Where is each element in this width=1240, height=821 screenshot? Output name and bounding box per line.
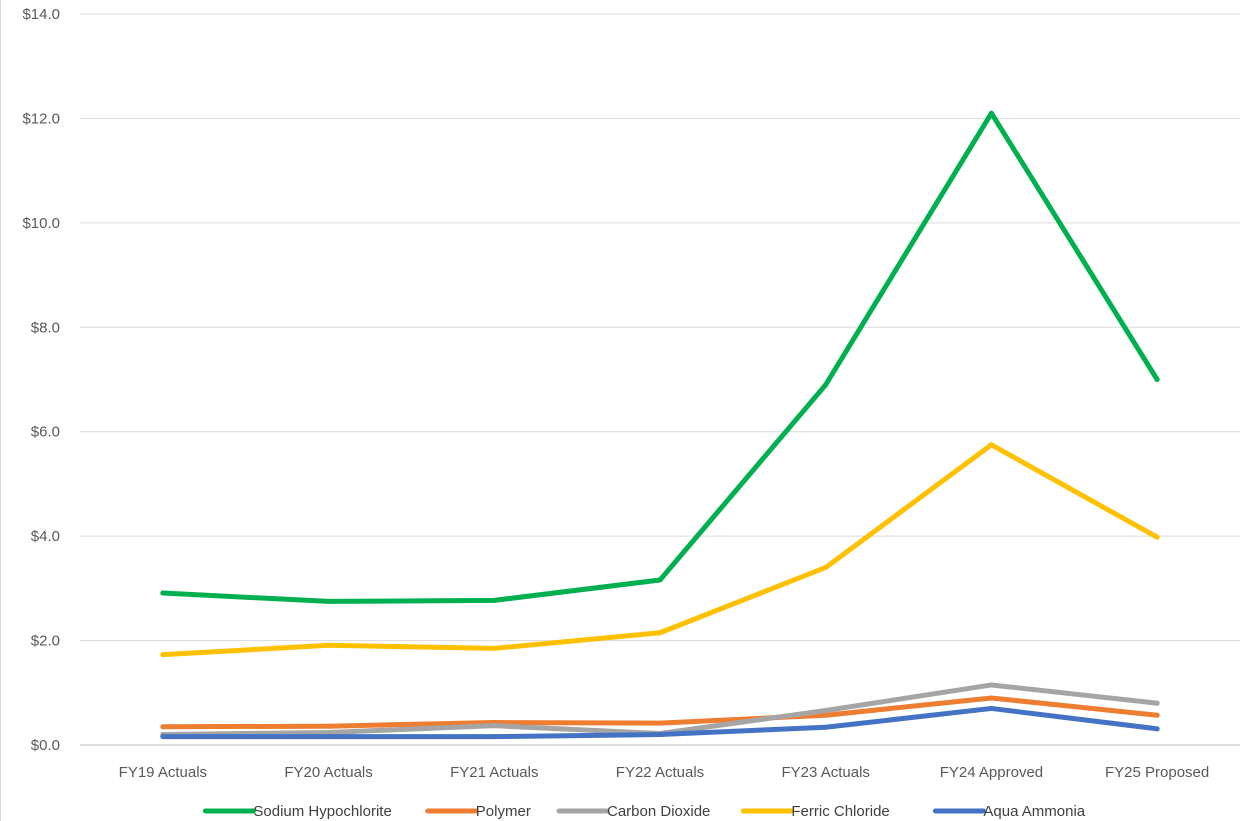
- x-tick-label: FY22 Actuals: [616, 764, 704, 781]
- legend-item-ferric-chloride: Ferric Chloride: [740, 803, 890, 820]
- data-point: [1154, 377, 1160, 382]
- data-point: [491, 734, 497, 740]
- legend-marker: [956, 808, 962, 814]
- legend-label: Sodium Hypochlorite: [253, 803, 391, 820]
- x-tick-label: FY19 Actuals: [119, 764, 207, 781]
- series-aqua-ammonia: [160, 705, 1160, 740]
- series-lines: [160, 110, 1160, 740]
- series-line-sodium-hypochlorite: [160, 110, 1160, 604]
- legend-marker: [580, 808, 586, 814]
- data-point: [1154, 700, 1160, 706]
- data-point: [326, 598, 332, 604]
- data-point: [823, 564, 829, 570]
- x-tick-label: FY25 Proposed: [1105, 764, 1209, 781]
- data-point: [326, 734, 332, 740]
- legend-label: Ferric Chloride: [791, 803, 889, 820]
- data-point: [160, 724, 166, 730]
- gridlines: [80, 13, 1240, 746]
- legend-item-sodium-hypochlorite: Sodium Hypochlorite: [202, 803, 392, 820]
- data-point: [1154, 726, 1160, 732]
- y-tick-label: $8.0: [31, 319, 60, 336]
- data-point: [988, 110, 994, 116]
- data-point: [491, 723, 497, 729]
- y-tick-label: $0.0: [31, 737, 60, 754]
- legend-item-carbon-dioxide: Carbon Dioxide: [556, 803, 710, 820]
- legend-label: Aqua Ammonia: [983, 803, 1085, 820]
- chart-frame: [0, 0, 1, 821]
- x-axis-tick-labels: FY19 Actuals FY20 Actuals FY21 Actuals FY22…: [119, 764, 1210, 781]
- legend-item-aqua-ammonia: Aqua Ammonia: [932, 803, 1086, 820]
- legend-label: Carbon Dioxide: [607, 803, 710, 820]
- data-point: [491, 645, 497, 651]
- y-axis-tick-labels: $0.0 $2.0 $4.0 $6.0 $8.0 $10.0 $12.0 $14.0: [22, 6, 60, 754]
- series-line-ferric-chloride: [160, 442, 1160, 658]
- x-tick-label: FY20 Actuals: [284, 764, 372, 781]
- y-tick-label: $4.0: [31, 528, 60, 545]
- data-point: [823, 712, 829, 718]
- data-point: [491, 597, 497, 603]
- legend-label: Polymer: [476, 803, 531, 820]
- x-tick-label: FY21 Actuals: [450, 764, 538, 781]
- data-point: [1154, 534, 1160, 540]
- data-point: [160, 652, 166, 658]
- series-sodium-hypochlorite: [160, 110, 1160, 604]
- data-point: [823, 382, 829, 388]
- y-tick-label: $2.0: [31, 633, 60, 650]
- data-point: [988, 682, 994, 688]
- data-point: [326, 642, 332, 648]
- legend: Sodium Hypochlorite Polymer Carbon Dioxide…: [202, 803, 1086, 820]
- data-point: [823, 708, 829, 714]
- data-point: [657, 732, 663, 738]
- y-tick-label: $14.0: [22, 6, 60, 23]
- data-point: [160, 590, 166, 596]
- data-point: [988, 695, 994, 701]
- legend-marker: [764, 808, 770, 814]
- data-point: [657, 720, 663, 726]
- y-tick-label: $6.0: [31, 424, 60, 441]
- data-point: [1154, 712, 1160, 718]
- legend-item-polymer: Polymer: [425, 803, 531, 820]
- data-point: [988, 705, 994, 711]
- x-tick-label: FY24 Approved: [940, 764, 1043, 781]
- legend-marker: [226, 808, 232, 814]
- data-point: [326, 723, 332, 729]
- data-point: [823, 724, 829, 730]
- y-tick-label: $12.0: [22, 110, 60, 127]
- data-point: [657, 577, 663, 583]
- x-tick-label: FY23 Actuals: [782, 764, 870, 781]
- legend-marker: [449, 808, 455, 814]
- data-point: [657, 630, 663, 636]
- series-ferric-chloride: [160, 442, 1160, 658]
- data-point: [988, 442, 994, 448]
- data-point: [160, 734, 166, 740]
- y-tick-label: $10.0: [22, 215, 60, 232]
- data-point: [326, 729, 332, 735]
